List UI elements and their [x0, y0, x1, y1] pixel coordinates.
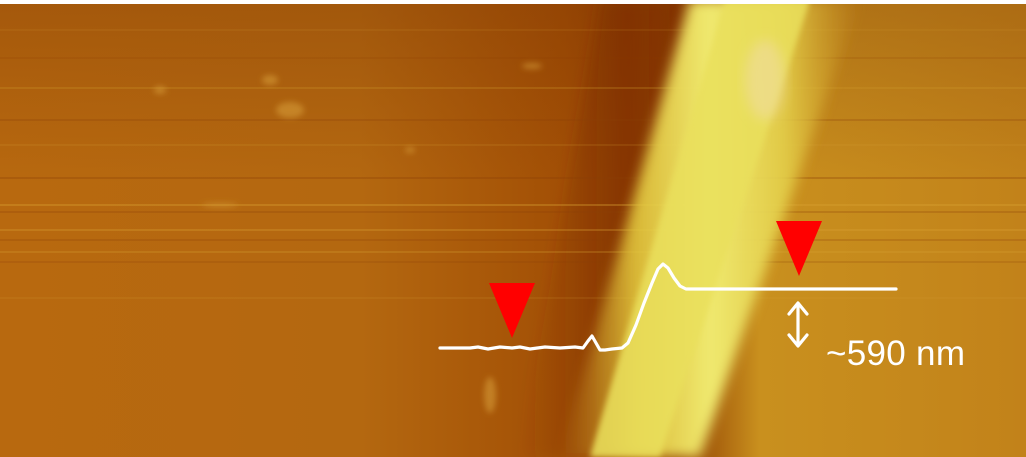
height-arrow-icon — [787, 301, 809, 348]
surface-specks — [154, 63, 542, 413]
height-label: ~590 nm — [826, 334, 966, 373]
top-border — [0, 0, 1026, 4]
right-marker-triangle — [776, 221, 822, 276]
left-marker-triangle — [489, 283, 535, 338]
scan-lines — [0, 29, 1026, 299]
ridge-highlight — [745, 40, 785, 120]
height-profile-trace — [438, 262, 898, 352]
